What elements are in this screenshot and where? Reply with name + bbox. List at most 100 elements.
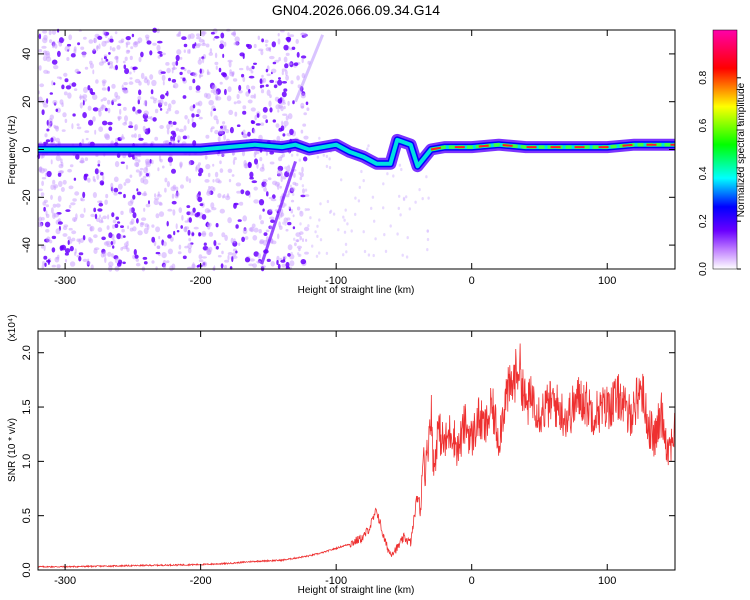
noise-speck: [208, 246, 213, 252]
noise-speck: [250, 107, 256, 112]
noise-speck: [177, 251, 182, 255]
noise-speck: [233, 203, 237, 209]
noise-speck: [294, 182, 299, 187]
spectrogram-y-axis-label: Frequency (Hz): [7, 116, 18, 185]
noise-speck: [208, 99, 214, 106]
noise-speck: [115, 216, 119, 220]
y-tick-label: 2.0: [21, 345, 33, 360]
noise-speck: [217, 136, 221, 142]
noise-speck: [71, 237, 76, 242]
colorbar-tick-label: 0.2: [698, 214, 709, 228]
noise-speck: [62, 233, 68, 237]
noise-speck: [290, 208, 294, 214]
noise-speck: [227, 217, 232, 224]
noise-speck: [154, 136, 159, 141]
noise-speck: [283, 217, 288, 224]
noise-speck: [53, 82, 56, 86]
noise-speck: [269, 216, 275, 220]
noise-speck: [296, 245, 302, 249]
noise-speck: [247, 131, 251, 137]
noise-speck: [354, 196, 357, 200]
noise-speck: [268, 47, 271, 51]
noise-speck: [68, 185, 74, 190]
noise-speck: [175, 192, 180, 197]
noise-speck: [302, 123, 307, 127]
noise-speck: [70, 202, 76, 206]
noise-speck: [277, 33, 280, 37]
x-tick-label: 0: [469, 275, 475, 287]
noise-speck: [72, 113, 76, 117]
noise-speck: [392, 174, 395, 178]
noise-speck: [299, 210, 302, 214]
noise-speck: [157, 167, 160, 172]
noise-speck: [219, 81, 223, 85]
noise-speck: [199, 68, 202, 74]
noise-speck: [397, 206, 400, 210]
noise-speck: [188, 217, 192, 223]
noise-speck: [98, 126, 104, 132]
noise-speck: [123, 182, 127, 186]
noise-speck: [176, 33, 180, 37]
noise-speck: [100, 99, 104, 102]
x-tick-label: -300: [54, 275, 76, 287]
noise-speck: [132, 226, 137, 232]
noise-speck: [148, 172, 151, 178]
noise-speck: [221, 232, 226, 238]
noise-speck: [278, 221, 281, 228]
noise-speck: [51, 235, 57, 240]
noise-speck: [226, 95, 232, 102]
noise-speck: [213, 115, 218, 121]
noise-speck: [277, 79, 283, 86]
noise-speck: [63, 224, 69, 228]
noise-speck: [271, 41, 276, 48]
noise-speck: [180, 184, 184, 189]
noise-speck: [42, 103, 49, 108]
noise-speck: [164, 177, 168, 183]
noise-speck: [172, 132, 177, 138]
noise-speck: [253, 251, 259, 257]
noise-speck: [205, 93, 211, 100]
noise-speck: [304, 208, 307, 212]
noise-speck: [257, 35, 260, 40]
noise-speck: [129, 207, 133, 214]
noise-speck: [117, 115, 122, 120]
noise-speck: [298, 158, 301, 162]
noise-speck: [282, 153, 285, 158]
noise-speck: [143, 129, 147, 133]
noise-speck: [242, 133, 248, 139]
noise-speck: [296, 75, 300, 81]
noise-speck: [138, 171, 142, 177]
noise-speck: [241, 236, 246, 242]
noise-speck: [38, 65, 42, 71]
noise-speck: [60, 244, 67, 251]
noise-speck: [292, 100, 295, 105]
noise-speck: [307, 224, 310, 228]
noise-speck: [92, 116, 96, 122]
noise-speck: [57, 50, 61, 58]
noise-speck: [84, 130, 90, 133]
noise-speck: [102, 80, 106, 87]
noise-speck: [131, 134, 135, 138]
noise-speck: [195, 90, 201, 93]
noise-speck: [261, 38, 264, 43]
noise-speck: [357, 199, 361, 203]
noise-speck: [77, 42, 81, 46]
noise-speck: [305, 101, 309, 106]
noise-speck: [42, 261, 46, 266]
noise-speck: [270, 261, 275, 267]
noise-speck: [264, 39, 269, 43]
noise-speck: [179, 71, 183, 76]
noise-speck: [59, 76, 63, 80]
noise-speck: [265, 68, 269, 73]
noise-speck: [205, 134, 210, 139]
noise-speck: [301, 57, 304, 64]
noise-speck: [183, 125, 187, 131]
noise-speck: [215, 178, 221, 184]
noise-speck: [87, 258, 90, 262]
noise-speck: [203, 242, 207, 246]
noise-speck: [284, 63, 289, 69]
noise-speck: [201, 261, 208, 268]
noise-speck: [196, 108, 201, 114]
noise-speck: [354, 212, 357, 216]
